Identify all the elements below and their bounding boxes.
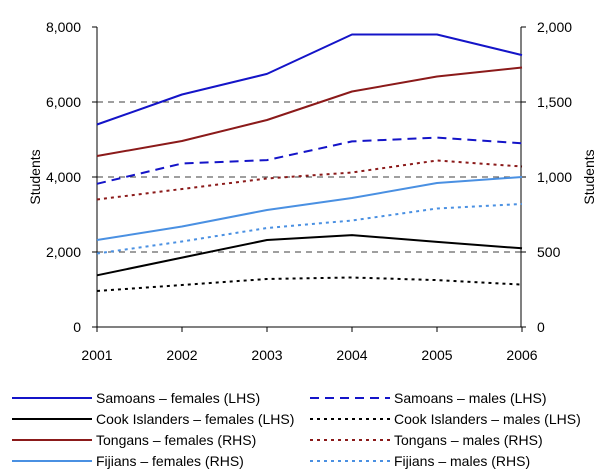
series-line <box>96 33 523 126</box>
series-lines <box>96 33 523 292</box>
right-tick-label: 500 <box>537 244 561 260</box>
x-tick-label: 2001 <box>81 347 112 363</box>
right-tick-label: 2,000 <box>537 19 572 35</box>
x-tick-label: 2002 <box>166 347 197 363</box>
left-tick-label: 4,000 <box>46 169 81 185</box>
series-line <box>96 234 523 277</box>
right-axis-label: Students <box>581 149 597 204</box>
axes <box>92 26 526 332</box>
left-tick-label: 8,000 <box>46 19 81 35</box>
left-tick-label: 6,000 <box>46 94 81 110</box>
x-tick-label: 2005 <box>421 347 452 363</box>
series-line <box>96 159 523 201</box>
right-tick-label: 1,000 <box>537 169 572 185</box>
series-line <box>96 176 523 241</box>
x-tick-label: 2003 <box>251 347 282 363</box>
right-tick-label: 1,500 <box>537 94 572 110</box>
x-tick-label: 2004 <box>336 347 367 363</box>
legend-label: Cook Islanders – males (LHS) <box>394 411 581 427</box>
series-line <box>96 66 523 157</box>
legend-label: Tongans – males (RHS) <box>394 432 543 448</box>
x-tick-label: 2006 <box>506 347 537 363</box>
gridlines <box>97 101 521 253</box>
left-axis-label: Students <box>27 149 43 204</box>
legend: Samoans – females (LHS) Samoans – males (… <box>12 390 581 469</box>
legend-label: Samoans – females (LHS) <box>96 390 260 406</box>
legend-label: Cook Islanders – females (LHS) <box>96 411 294 427</box>
right-tick-label: 0 <box>537 319 545 335</box>
left-tick-label: 2,000 <box>46 244 81 260</box>
series-line <box>96 276 523 292</box>
legend-label: Samoans – males (LHS) <box>394 390 547 406</box>
legend-label: Fijians – females (RHS) <box>96 453 244 469</box>
series-line <box>96 203 523 255</box>
left-tick-label: 0 <box>73 319 81 335</box>
tick-labels: 0 2,000 4,000 6,000 8,000 0 500 1,000 1,500 2,000… <box>46 19 572 363</box>
series-line <box>96 136 523 185</box>
legend-label: Fijians – males (RHS) <box>394 453 530 469</box>
legend-label: Tongans – females (RHS) <box>96 432 256 448</box>
